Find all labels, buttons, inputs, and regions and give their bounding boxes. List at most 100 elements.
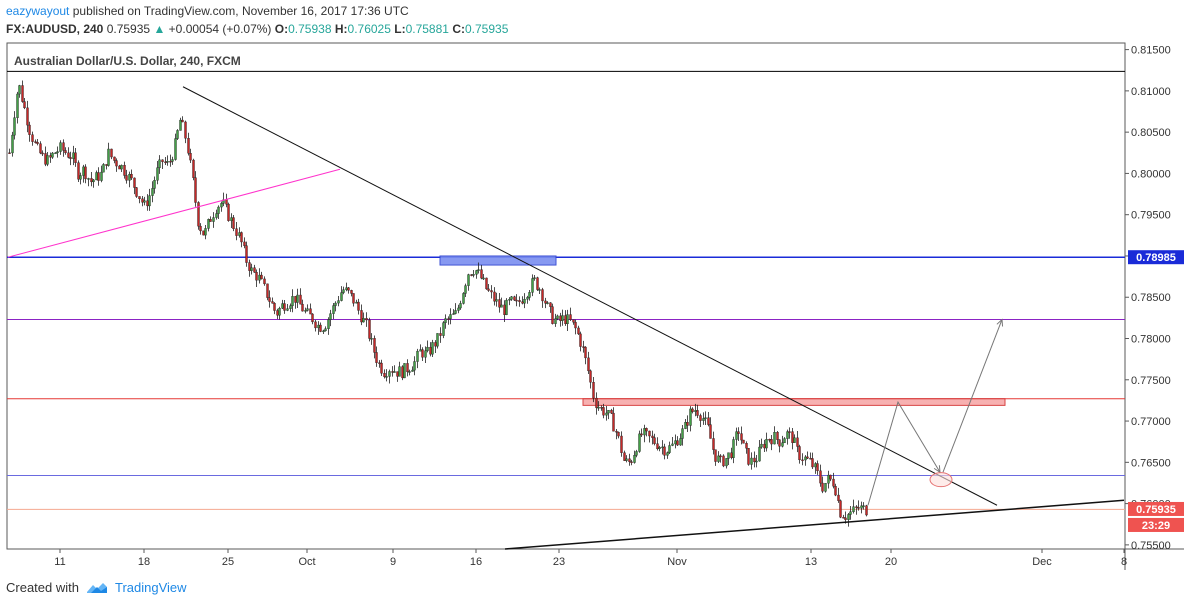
candle-down <box>396 371 399 377</box>
close-label: C: <box>452 22 465 36</box>
candle-down <box>722 455 725 467</box>
candle-up <box>281 303 284 309</box>
candle-down <box>187 138 190 154</box>
candle-down <box>74 152 77 163</box>
candle-up <box>684 422 687 429</box>
candle-up <box>689 408 692 426</box>
candle-up <box>176 130 179 139</box>
candle-up <box>436 333 439 347</box>
candle-down <box>184 121 187 139</box>
candle-down <box>271 301 274 304</box>
candle-down <box>536 277 539 290</box>
candle-up <box>444 318 447 323</box>
candle-down <box>498 299 501 308</box>
candle-down <box>199 225 202 232</box>
candle-down <box>518 300 521 302</box>
target-ellipse <box>929 472 953 488</box>
candle-up <box>54 152 57 155</box>
candle-down <box>714 449 717 462</box>
plot-frame <box>6 42 1126 550</box>
x-tick-label: 8 <box>1121 556 1127 568</box>
candle-up <box>671 443 674 446</box>
candle-up <box>607 409 610 414</box>
candle-down <box>255 272 258 281</box>
candle-up <box>171 159 174 162</box>
candle-up <box>413 361 416 371</box>
x-tick-label: 23 <box>553 556 565 568</box>
candle-up <box>472 274 475 276</box>
candle-down <box>645 428 648 432</box>
candle-up <box>658 447 661 450</box>
candle-up <box>217 206 220 214</box>
candle-down <box>350 290 353 294</box>
candle-down <box>837 494 840 501</box>
candle-up <box>457 307 460 311</box>
candle-down <box>480 269 483 279</box>
candle-down <box>490 290 493 293</box>
candle-down <box>192 159 195 178</box>
candle-down <box>161 159 164 163</box>
candle-up <box>773 431 776 445</box>
candle-down <box>113 156 116 161</box>
candle-up <box>143 200 146 203</box>
candle-up <box>304 310 307 312</box>
low-value: 0.75881 <box>405 22 449 36</box>
candle-up <box>849 511 852 515</box>
candle-down <box>209 219 212 222</box>
candle-up <box>342 289 345 293</box>
candle-up <box>508 299 511 301</box>
candle-down <box>365 318 368 321</box>
candle-down <box>26 107 29 126</box>
candle-down <box>434 342 437 347</box>
candle-down <box>615 430 618 433</box>
candle-down <box>276 310 279 316</box>
candle-up <box>732 439 735 458</box>
candle-up <box>278 308 281 316</box>
candle-up <box>531 278 534 293</box>
candle-down <box>796 437 799 447</box>
candle-up <box>128 173 131 181</box>
candle-down <box>572 319 575 323</box>
candle-down <box>84 166 87 180</box>
candle-down <box>742 439 745 444</box>
tradingview-brand-link[interactable]: TradingView <box>114 580 187 595</box>
candle-down <box>23 101 26 109</box>
candle-down <box>28 124 31 135</box>
candle-up <box>148 195 151 207</box>
candle-up <box>755 460 758 463</box>
candle-up <box>398 366 401 377</box>
author-link[interactable]: eazywayout <box>6 4 70 18</box>
candle-down <box>589 370 592 383</box>
y-tick-label: 0.77500 <box>1131 375 1171 387</box>
candle-up <box>793 437 796 443</box>
y-tick-label: 0.77000 <box>1131 416 1171 428</box>
candle-up <box>783 438 786 444</box>
candle-down <box>696 410 699 416</box>
candle-down <box>587 357 590 372</box>
candle-down <box>197 202 200 227</box>
candle-down <box>521 301 524 304</box>
candle-down <box>801 459 804 462</box>
candle-down <box>133 177 136 188</box>
candle-up <box>760 443 763 448</box>
candle-up <box>643 428 646 436</box>
x-tick-label: Nov <box>667 556 687 568</box>
candle-down <box>273 303 276 311</box>
candle-down <box>809 458 812 460</box>
candle-up <box>79 175 82 180</box>
price-label-text: 0.75935 <box>1136 504 1176 516</box>
candle-up <box>605 412 608 416</box>
candle-up <box>107 148 110 166</box>
candle-down <box>260 274 263 280</box>
candle-up <box>597 407 600 409</box>
high-value: 0.76025 <box>347 22 391 36</box>
x-tick-label: 13 <box>805 556 817 568</box>
candle-up <box>388 371 391 377</box>
candle-up <box>538 289 541 291</box>
y-tick-label: 0.76500 <box>1131 457 1171 469</box>
candle-down <box>135 187 138 197</box>
candle-up <box>528 292 531 298</box>
price-label-badge <box>1128 517 1184 532</box>
candle-down <box>123 164 126 176</box>
